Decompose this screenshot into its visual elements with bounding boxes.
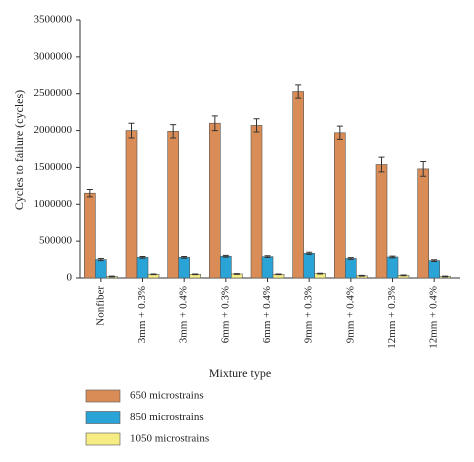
bar	[334, 132, 346, 279]
y-axis-title: Cycles to failure (cycles)	[12, 90, 26, 210]
y-tick-label: 1000000	[34, 198, 73, 210]
y-tick-label: 1500000	[34, 161, 73, 173]
bar	[167, 131, 179, 279]
error-bar	[317, 272, 324, 275]
y-tick-label: 3000000	[34, 50, 73, 62]
error-bar	[211, 115, 218, 132]
legend-label: 650 microstrains	[130, 390, 204, 402]
error-bar	[347, 257, 354, 260]
bar	[95, 259, 107, 279]
bar	[428, 260, 440, 279]
x-tick-label: 6mm + 0.3%	[219, 286, 231, 343]
error-bar	[108, 275, 115, 278]
bar	[345, 258, 357, 279]
error-bar	[336, 125, 343, 140]
error-bar	[378, 156, 385, 173]
bar	[386, 256, 399, 279]
error-bar	[275, 273, 282, 276]
x-tick-label: 3mm + 0.4%	[178, 286, 190, 343]
error-bar	[389, 255, 396, 259]
bar	[303, 253, 315, 279]
legend-swatch	[85, 432, 121, 446]
error-bar	[222, 254, 229, 258]
bar	[417, 168, 429, 279]
bar	[375, 164, 388, 279]
legend-label: 850 microstrains	[130, 411, 204, 423]
x-tick-label: 3mm + 0.3%	[136, 286, 148, 343]
y-tick-label: 500000	[39, 235, 73, 247]
error-bar	[86, 189, 93, 198]
error-bar	[306, 251, 313, 255]
legend-swatch	[85, 389, 121, 403]
error-bar	[192, 273, 199, 276]
error-bar	[420, 161, 427, 177]
y-tick-label: 3500000	[34, 14, 73, 26]
bar	[136, 257, 149, 279]
y-tick-label: 2000000	[34, 124, 73, 136]
error-bar	[233, 273, 240, 275]
x-tick-label: 12mm + 0.4%	[428, 286, 440, 349]
y-tick-label: 2500000	[34, 87, 73, 99]
error-bar	[181, 255, 188, 259]
error-bar	[264, 255, 271, 259]
bar	[250, 125, 263, 279]
bar	[292, 91, 304, 279]
error-bar	[170, 124, 177, 139]
x-tick-label: Nonfiber	[94, 286, 106, 326]
error-bar	[139, 255, 146, 259]
error-bar	[400, 274, 407, 277]
x-axis-title: Mixture type	[209, 366, 271, 380]
bar	[125, 130, 138, 279]
error-bar	[97, 257, 104, 262]
x-tick-label: 12mm + 0.3%	[386, 286, 398, 349]
x-tick-label: 9mm + 0.4%	[344, 286, 356, 343]
x-tick-label: 9mm + 0.3%	[303, 286, 315, 343]
bar	[84, 192, 96, 279]
error-bar	[253, 118, 260, 133]
error-bar	[150, 273, 157, 276]
legend-swatch	[85, 411, 121, 424]
error-bar	[442, 275, 449, 278]
y-tick-label: 0	[67, 272, 73, 284]
bar	[209, 122, 221, 279]
bar	[220, 255, 232, 279]
legend-label: 1050 microstrains	[130, 433, 209, 445]
x-tick-label: 6mm + 0.4%	[261, 286, 273, 343]
bar	[261, 256, 274, 279]
error-bar	[358, 274, 365, 277]
error-bar	[431, 259, 438, 263]
error-bar	[128, 122, 135, 139]
bar	[178, 257, 190, 279]
error-bar	[295, 84, 302, 99]
